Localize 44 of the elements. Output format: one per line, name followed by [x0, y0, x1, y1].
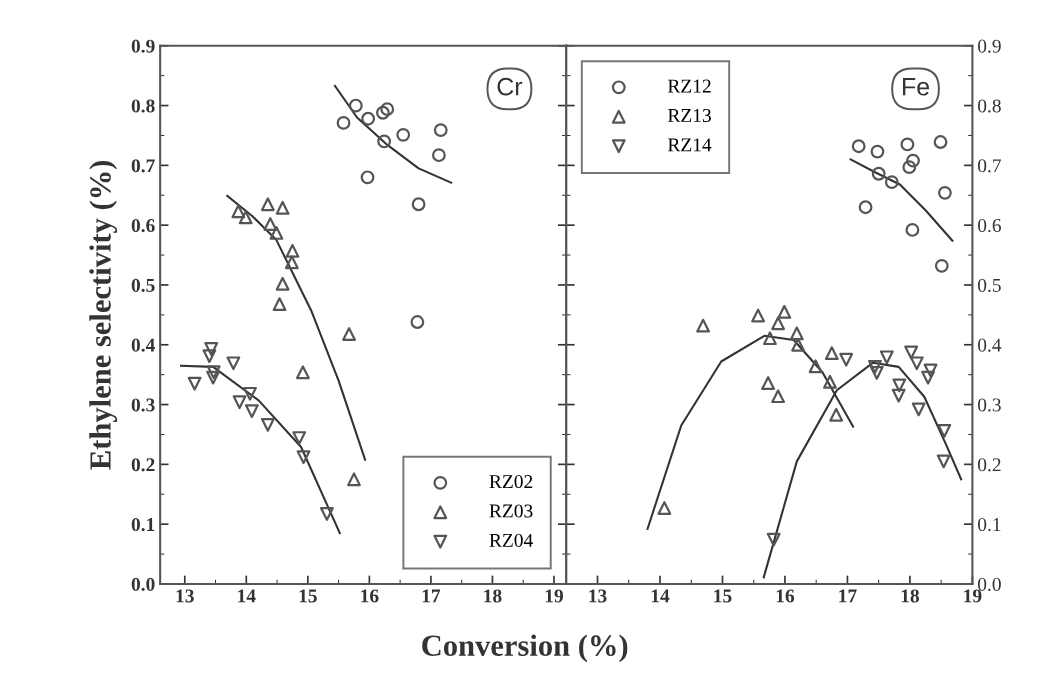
y-tick-label: 0.4 — [978, 338, 1002, 352]
y-tick-label: 0.6 — [978, 218, 1001, 233]
legend-label: RZ04 — [489, 533, 533, 547]
y-tick-label: 0.4 — [131, 338, 155, 352]
y-tick-label: 0.6 — [131, 218, 155, 233]
x-tick-label: 17 — [422, 589, 441, 603]
legend-label: RZ12 — [667, 79, 711, 93]
y-tick-label: 0.9 — [131, 39, 155, 53]
x-tick-label: 15 — [299, 589, 317, 603]
y-tick-label: 0.8 — [978, 99, 1001, 113]
y-axis-title: Ethylene selectivity (%) — [89, 160, 118, 470]
y-tick-label: 0.5 — [131, 278, 155, 292]
y-tick-label: 0.7 — [978, 159, 1002, 173]
legend-label: RZ13 — [667, 108, 711, 123]
y-tick-label: 0.0 — [131, 577, 155, 591]
x-tick-label: 18 — [484, 589, 502, 603]
y-tick-label: 0.9 — [978, 39, 1001, 53]
x-tick-label: 14 — [651, 589, 670, 603]
legend-label: RZ14 — [667, 138, 712, 152]
y-tick-label: 0.2 — [131, 458, 155, 472]
annotation: Fe — [903, 78, 930, 96]
x-tick-label: 19 — [545, 589, 563, 603]
x-tick-label: 16 — [361, 589, 379, 603]
y-tick-label: 0.8 — [131, 99, 155, 113]
x-tick-label: 13 — [176, 589, 194, 603]
y-tick-label: 0.7 — [131, 159, 155, 173]
legend-label: RZ03 — [489, 504, 533, 518]
y-tick-label: 0.2 — [978, 458, 1001, 472]
x-tick-label: 14 — [238, 589, 256, 603]
x-tick-label: 19 — [964, 589, 982, 603]
x-tick-label: 18 — [901, 589, 919, 603]
x-axis-title: Conversion (%) — [422, 634, 628, 663]
y-tick-label: 0.1 — [131, 517, 155, 532]
y-tick-label: 0.1 — [978, 517, 1001, 532]
x-tick-label: 13 — [589, 589, 607, 603]
legend-label: RZ02 — [489, 475, 533, 489]
x-tick-label: 17 — [839, 589, 857, 603]
annotation: Cr — [497, 77, 523, 96]
x-tick-label: 16 — [776, 589, 795, 603]
y-tick-label: 0.5 — [978, 278, 1001, 292]
y-tick-label: 0.0 — [978, 577, 1001, 591]
y-tick-label: 0.3 — [131, 398, 155, 412]
y-tick-label: 0.3 — [978, 398, 1001, 412]
x-tick-label: 15 — [714, 589, 732, 603]
